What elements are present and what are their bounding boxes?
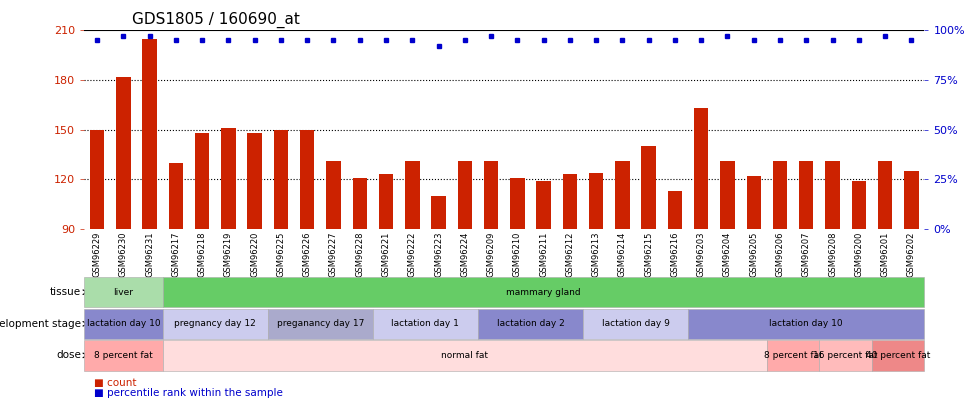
Text: pregnancy day 12: pregnancy day 12 — [175, 319, 256, 328]
Bar — [221, 128, 235, 229]
Bar — [405, 161, 420, 229]
Bar — [274, 130, 289, 229]
Bar — [90, 130, 104, 229]
Bar — [143, 38, 157, 229]
Text: ■ percentile rank within the sample: ■ percentile rank within the sample — [94, 388, 283, 398]
Bar — [510, 177, 525, 229]
Bar — [457, 161, 472, 229]
Text: 8 percent fat: 8 percent fat — [763, 351, 822, 360]
Text: 40 percent fat: 40 percent fat — [866, 351, 930, 360]
Bar — [483, 161, 498, 229]
Bar — [537, 181, 551, 229]
Bar — [642, 146, 656, 229]
Text: normal fat: normal fat — [441, 351, 488, 360]
Bar — [747, 176, 761, 229]
Text: GDS1805 / 160690_at: GDS1805 / 160690_at — [132, 12, 300, 28]
Bar — [720, 161, 734, 229]
Text: lactation day 2: lactation day 2 — [497, 319, 565, 328]
Bar — [379, 174, 394, 229]
Bar — [825, 161, 840, 229]
Bar — [326, 161, 341, 229]
Text: preganancy day 17: preganancy day 17 — [277, 319, 364, 328]
Text: dose: dose — [56, 350, 81, 360]
Text: 16 percent fat: 16 percent fat — [813, 351, 878, 360]
Text: ■ count: ■ count — [94, 378, 136, 388]
Bar — [431, 196, 446, 229]
Bar — [195, 133, 209, 229]
Bar — [563, 174, 577, 229]
Text: lactation day 9: lactation day 9 — [601, 319, 670, 328]
Bar — [694, 108, 708, 229]
Text: lactation day 10: lactation day 10 — [87, 319, 160, 328]
Bar — [615, 161, 629, 229]
Bar — [668, 191, 682, 229]
Text: lactation day 10: lactation day 10 — [769, 319, 843, 328]
Bar — [851, 181, 866, 229]
Bar — [300, 130, 315, 229]
Text: tissue: tissue — [50, 287, 81, 297]
Bar — [799, 161, 813, 229]
Bar — [247, 133, 262, 229]
Text: development stage: development stage — [0, 319, 81, 329]
Bar — [773, 161, 787, 229]
Bar — [878, 161, 893, 229]
Text: 8 percent fat: 8 percent fat — [94, 351, 152, 360]
Bar — [116, 77, 130, 229]
Bar — [352, 177, 367, 229]
Text: lactation day 1: lactation day 1 — [392, 319, 459, 328]
Bar — [169, 163, 183, 229]
Text: liver: liver — [113, 288, 133, 297]
Text: mammary gland: mammary gland — [507, 288, 581, 297]
Bar — [589, 173, 603, 229]
Bar — [904, 171, 919, 229]
